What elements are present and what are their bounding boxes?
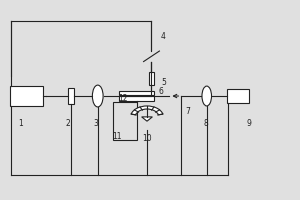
Text: 3: 3 bbox=[93, 119, 98, 128]
Text: 4: 4 bbox=[161, 32, 166, 41]
Text: 2: 2 bbox=[65, 119, 70, 128]
Ellipse shape bbox=[92, 85, 103, 107]
Text: 1: 1 bbox=[18, 119, 22, 128]
Bar bbox=[119, 91, 154, 95]
Text: 11: 11 bbox=[112, 132, 122, 141]
Bar bbox=[10, 86, 43, 106]
Ellipse shape bbox=[202, 86, 211, 106]
Wedge shape bbox=[131, 106, 163, 115]
Text: 8: 8 bbox=[204, 119, 208, 128]
Bar bbox=[119, 96, 154, 101]
Text: 12: 12 bbox=[118, 94, 127, 103]
Text: 7: 7 bbox=[185, 107, 190, 116]
Text: 6: 6 bbox=[159, 87, 164, 96]
Bar bbox=[68, 88, 74, 104]
Bar bbox=[227, 89, 249, 103]
Bar bbox=[148, 72, 154, 85]
Text: 5: 5 bbox=[161, 78, 166, 87]
Text: 9: 9 bbox=[246, 119, 251, 128]
Bar bbox=[113, 102, 136, 140]
Polygon shape bbox=[142, 117, 152, 121]
Text: 10: 10 bbox=[142, 134, 152, 143]
